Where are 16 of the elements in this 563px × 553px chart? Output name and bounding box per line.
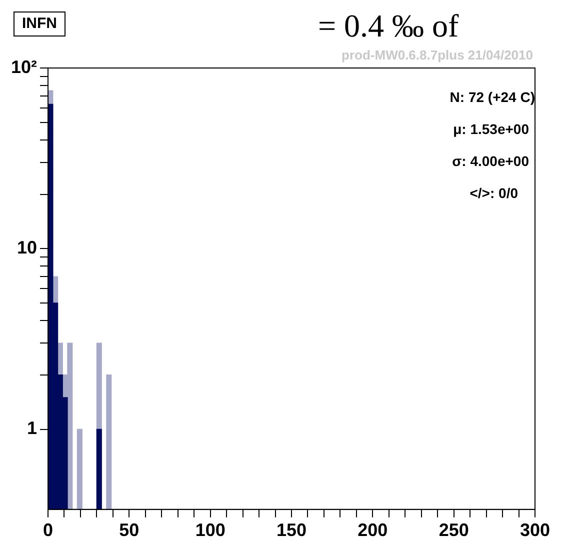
annotation: N: 72 (+24 C) — [450, 88, 535, 105]
x-tick-label: 200 — [358, 520, 388, 540]
x-tick-label: 300 — [520, 520, 550, 540]
x-tick-label: 50 — [119, 520, 140, 540]
annotation: μ: 1.53e+00 — [453, 120, 530, 137]
y-tick-label: 1 — [27, 418, 38, 438]
annotation: σ: 4.00e+00 — [452, 152, 530, 169]
x-tick-label: 0 — [43, 520, 54, 540]
text: = 0.4 ‰ of — [318, 7, 460, 44]
x-tick-label: 150 — [276, 520, 307, 540]
text: INFN — [22, 15, 57, 32]
x-tick-label: 250 — [438, 520, 469, 540]
y-tick-label: 10 — [16, 238, 38, 258]
annotation: </>: 0/0 — [470, 184, 518, 201]
y-tick-label: 10² — [11, 56, 38, 77]
x-tick-label: 100 — [195, 520, 226, 540]
